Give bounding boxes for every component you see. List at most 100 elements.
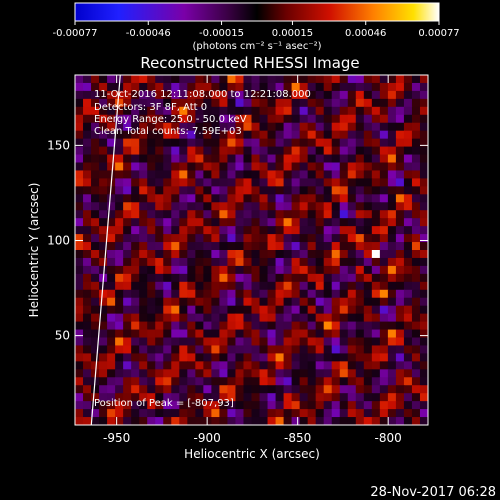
heatmap-cell	[347, 273, 357, 283]
heatmap-cell	[131, 289, 140, 299]
heatmap-cell	[179, 178, 188, 187]
heatmap-cell	[163, 170, 172, 180]
heatmap-cell	[403, 321, 413, 331]
heatmap-cell	[363, 226, 373, 235]
heatmap-cell	[315, 186, 325, 195]
heatmap-cell	[83, 417, 92, 425]
heatmap-cell	[411, 234, 421, 243]
heatmap-cell	[155, 345, 164, 355]
heatmap-cell	[139, 273, 148, 283]
heatmap-cell	[251, 250, 261, 259]
heatmap-cell	[139, 186, 148, 195]
heatmap-cell	[267, 98, 277, 108]
heatmap-cell	[275, 377, 285, 386]
colorbar-tick-label: 0.00046	[345, 28, 386, 39]
heatmap-cell	[403, 377, 413, 386]
heatmap-cell	[187, 329, 196, 339]
heatmap-cell	[91, 273, 100, 283]
heatmap-cell	[355, 305, 365, 315]
heatmap-cell	[267, 154, 277, 164]
heatmap-cell	[339, 202, 349, 211]
heatmap-cell	[195, 353, 204, 362]
heatmap-cell	[339, 226, 349, 235]
heatmap-cell	[355, 90, 365, 100]
heatmap-cell	[147, 154, 156, 164]
heatmap-cell	[315, 130, 325, 140]
heatmap-cell	[419, 321, 428, 331]
heatmap-cell	[163, 154, 172, 164]
heatmap-cell	[283, 170, 293, 180]
heatmap-cell	[123, 170, 132, 180]
heatmap-cell	[99, 210, 108, 219]
heatmap-cell	[307, 154, 317, 164]
heatmap-cell	[419, 361, 428, 370]
heatmap-cell	[355, 417, 365, 425]
heatmap-cell	[107, 345, 116, 355]
heatmap-cell	[363, 130, 373, 140]
heatmap-cell	[387, 178, 397, 187]
heatmap-cell	[187, 361, 196, 370]
heatmap-cell	[387, 250, 397, 259]
heatmap-cell	[171, 377, 180, 386]
heatmap-cell	[371, 417, 381, 425]
heatmap-cell	[75, 345, 84, 355]
heatmap-cell	[99, 98, 108, 108]
heatmap-cell	[387, 265, 397, 275]
heatmap-cell	[267, 250, 277, 259]
heatmap-cell	[91, 202, 100, 211]
heatmap-cell	[123, 106, 132, 116]
heatmap-cell	[83, 138, 92, 148]
heatmap-cell	[395, 361, 405, 370]
heatmap-cell	[99, 353, 108, 362]
heatmap-cell	[155, 226, 164, 235]
heatmap-cell	[347, 257, 357, 267]
heatmap-cell	[315, 194, 325, 203]
heatmap-cell	[259, 345, 269, 355]
heatmap-cell	[195, 313, 204, 323]
heatmap-cell	[155, 178, 164, 187]
heatmap-cell	[123, 138, 132, 148]
heatmap-cell	[371, 385, 381, 394]
heatmap-cell	[283, 82, 293, 92]
heatmap-cell	[299, 305, 309, 315]
heatmap-cell	[211, 337, 221, 347]
heatmap-cell	[299, 361, 309, 370]
heatmap-cell	[211, 170, 221, 180]
heatmap-cell	[147, 417, 156, 425]
heatmap-cell	[363, 281, 373, 291]
heatmap-cell	[379, 194, 389, 203]
chart-title: Reconstructed RHESSI Image	[140, 54, 359, 72]
heatmap-cell	[91, 281, 100, 291]
heatmap-cell	[139, 401, 148, 410]
heatmap-cell	[131, 401, 140, 410]
heatmap-cell	[195, 162, 204, 172]
heatmap-cell	[131, 178, 140, 187]
heatmap-cell	[107, 321, 116, 331]
heatmap-cell	[371, 242, 381, 251]
heatmap-cell	[395, 329, 405, 339]
heatmap-cell	[315, 281, 325, 291]
heatmap-cell	[291, 385, 301, 394]
heatmap-cell	[115, 146, 124, 156]
heatmap-cell	[347, 162, 357, 172]
heatmap-cell	[195, 417, 204, 425]
heatmap-cell	[251, 154, 261, 164]
heatmap-cell	[275, 186, 285, 195]
heatmap-cell	[387, 385, 397, 394]
heatmap-cell	[163, 281, 172, 291]
heatmap-cell	[403, 186, 413, 195]
heatmap-cell	[91, 361, 100, 370]
heatmap-cell	[123, 297, 132, 307]
heatmap-cell	[219, 162, 229, 172]
heatmap-cell	[187, 146, 196, 156]
heatmap-cell	[187, 170, 196, 180]
heatmap-cell	[235, 281, 245, 291]
heatmap-cell	[235, 106, 245, 116]
heatmap-cell	[339, 218, 349, 227]
heatmap-cell	[219, 178, 229, 187]
heatmap-cell	[275, 210, 285, 219]
heatmap-cell	[115, 178, 124, 187]
heatmap-cell	[347, 194, 357, 203]
heatmap-cell	[259, 194, 269, 203]
heatmap-cell	[251, 393, 261, 402]
